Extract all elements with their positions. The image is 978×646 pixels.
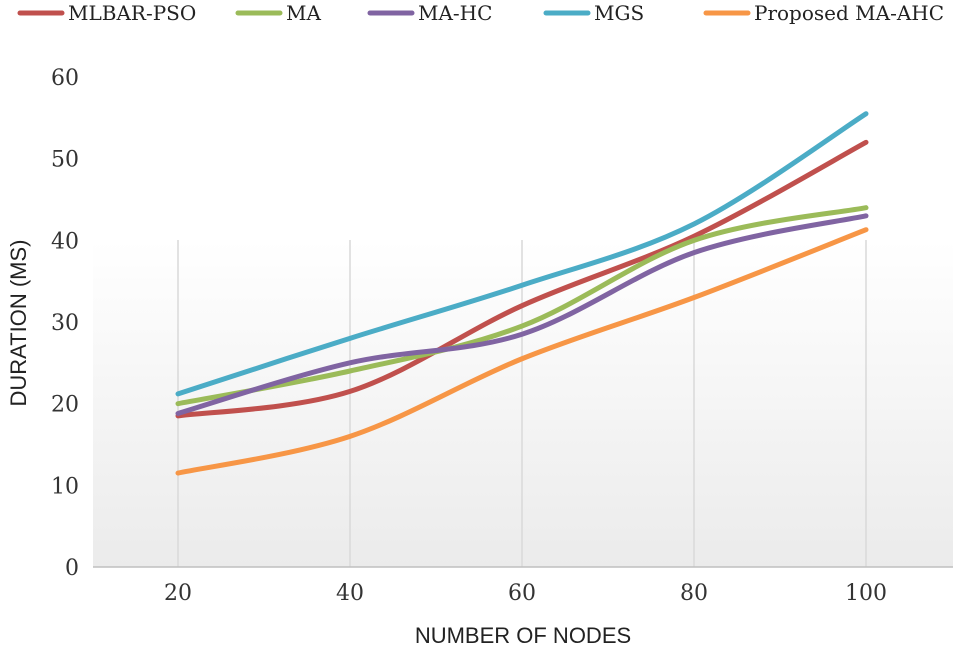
x-tick-label: 60	[508, 581, 536, 606]
y-tick-label: 50	[51, 148, 79, 173]
x-axis-title: NUMBER OF NODES	[415, 623, 631, 646]
y-tick-label: 0	[65, 556, 79, 581]
series-line-proposed-ma-ahc	[175, 227, 869, 476]
x-tick-labels: 20 40 60 80 100	[164, 581, 887, 606]
series-line-ma-hc	[175, 213, 869, 416]
y-tick-label: 40	[51, 229, 79, 254]
legend-label-mgs: MGS	[594, 1, 644, 25]
plot-area	[93, 240, 953, 567]
series-line-mgs	[175, 111, 869, 397]
x-tick-label: 40	[336, 581, 364, 606]
legend-label-mlbar-pso: MLBAR-PSO	[68, 1, 196, 25]
series-line-ma	[175, 205, 869, 407]
y-tick-label: 30	[51, 311, 79, 336]
x-tick-label: 80	[680, 581, 708, 606]
series-line-mlbar-pso	[175, 139, 869, 419]
legend-label-ma: MA	[286, 1, 321, 25]
x-tick-label: 20	[164, 581, 192, 606]
gridlines	[177, 240, 867, 567]
y-tick-label: 10	[51, 474, 79, 499]
legend: MLBAR-PSO MA MA-HC MGS Proposed MA-AHC	[17, 1, 944, 25]
y-axis-title: DURATION (MS)	[6, 239, 31, 406]
y-tick-label: 20	[51, 393, 79, 418]
y-tick-labels: 0 10 20 30 40 50 60	[51, 66, 79, 581]
series-lines	[175, 111, 869, 476]
x-tick-label: 100	[845, 581, 887, 606]
y-tick-label: 60	[51, 66, 79, 91]
legend-label-proposed-ma-ahc: Proposed MA-AHC	[754, 1, 944, 25]
legend-label-ma-hc: MA-HC	[418, 1, 492, 25]
